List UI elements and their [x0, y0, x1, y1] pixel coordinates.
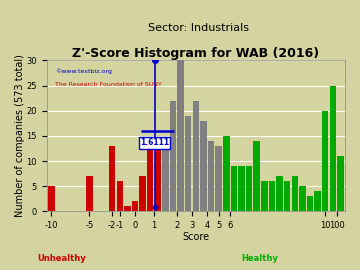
Bar: [337, 156, 344, 211]
Bar: [185, 116, 192, 211]
Bar: [162, 141, 168, 211]
Y-axis label: Number of companies (573 total): Number of companies (573 total): [15, 55, 25, 217]
Bar: [329, 86, 336, 211]
Bar: [109, 146, 116, 211]
Text: 1.6111: 1.6111: [140, 139, 169, 147]
Bar: [253, 141, 260, 211]
Bar: [299, 186, 306, 211]
Bar: [307, 196, 313, 211]
X-axis label: Score: Score: [182, 231, 210, 241]
Bar: [269, 181, 275, 211]
Bar: [139, 176, 146, 211]
Bar: [86, 176, 93, 211]
Bar: [200, 121, 207, 211]
Text: Healthy: Healthy: [241, 254, 278, 262]
Text: The Research Foundation of SUNY: The Research Foundation of SUNY: [55, 82, 162, 87]
Bar: [132, 201, 138, 211]
Bar: [154, 141, 161, 211]
Text: Unhealthy: Unhealthy: [37, 254, 86, 262]
Bar: [261, 181, 267, 211]
Bar: [193, 101, 199, 211]
Bar: [48, 186, 54, 211]
Bar: [215, 146, 222, 211]
Bar: [231, 166, 237, 211]
Bar: [208, 141, 214, 211]
Bar: [223, 136, 230, 211]
Title: Z'-Score Histogram for WAB (2016): Z'-Score Histogram for WAB (2016): [72, 48, 319, 60]
Bar: [322, 111, 328, 211]
Bar: [147, 146, 153, 211]
Bar: [117, 181, 123, 211]
Bar: [238, 166, 245, 211]
Bar: [284, 181, 291, 211]
Text: Sector: Industrials: Sector: Industrials: [148, 23, 248, 33]
Bar: [177, 60, 184, 211]
Bar: [246, 166, 252, 211]
Bar: [292, 176, 298, 211]
Bar: [276, 176, 283, 211]
Bar: [124, 206, 131, 211]
Bar: [170, 101, 176, 211]
Text: ©www.textbiz.org: ©www.textbiz.org: [55, 68, 112, 74]
Bar: [314, 191, 321, 211]
